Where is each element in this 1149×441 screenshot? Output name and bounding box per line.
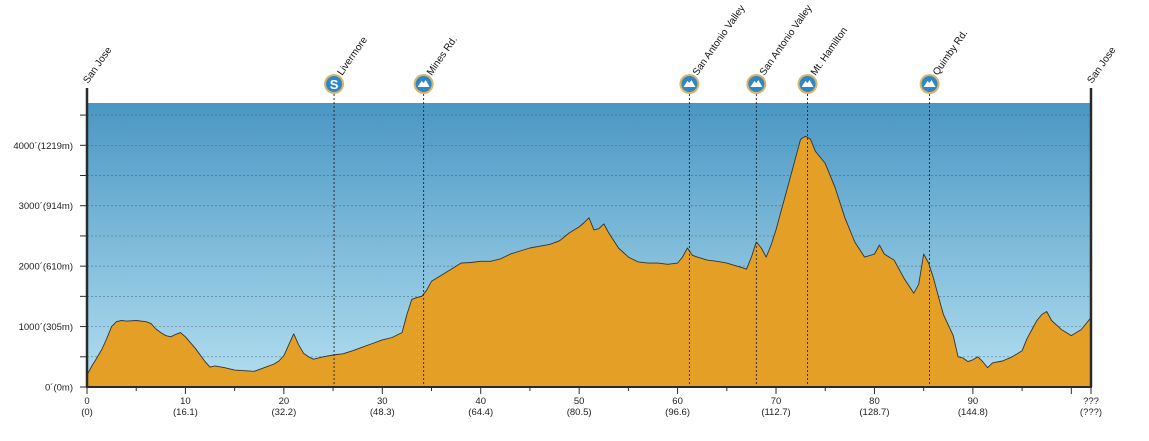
x-tick-label: 80 [869,396,880,407]
summit-badge [413,74,434,94]
marker-label: San Antonio Valley [691,3,748,77]
elevation-area [86,135,1092,388]
x-tick-label: 0 [84,396,89,407]
x-tick-label: 40 [475,396,486,407]
x-tick-label: 60 [672,396,683,407]
marker-label: Livermore [336,35,371,78]
start-letter: S [330,77,339,92]
endpoint-label: San Jose [81,45,114,86]
mountain-icon [801,80,814,87]
x-tick-label: 90 [968,396,979,407]
x-tick-sublabel: (112.7) [761,407,790,418]
x-tick-label: 50 [574,396,585,407]
x-tick-label: 20 [279,396,290,407]
x-tick-sublabel: (0) [81,407,93,418]
x-tick-sublabel: (48.3) [370,407,395,418]
x-tick-label: 30 [377,396,388,407]
mountain-icon [683,80,696,87]
summit-badge [746,74,767,94]
marker-label: Mt. Hamilton [809,25,850,77]
x-tick-sublabel: (96.6) [665,407,690,418]
summit-badge [679,74,700,94]
x-tick-label: 70 [771,396,782,407]
marker-label: San Antonio Valley [758,3,815,77]
y-tick-label: 2000´(610m) [19,262,73,273]
y-tick-label: 1000´(305m) [19,322,73,333]
x-tick-sublabel: (144.8) [958,407,988,418]
y-tick-label: 3000´(914m) [19,201,73,212]
start-badge: S [324,74,345,94]
marker-label: Quimby Rd. [931,28,970,78]
summit-badge [919,74,940,94]
mountain-icon [923,80,936,87]
marker-label: Mines Rd. [425,35,460,78]
x-tick-sublabel: (80.5) [567,407,592,418]
badge-core [326,76,343,92]
x-tick-label: ??? [1083,396,1099,407]
x-tick-sublabel: (32.2) [271,407,296,418]
mountain-icon [750,80,763,87]
y-tick-label: 0´(0m) [45,383,73,394]
axes [80,88,1093,394]
x-tick-sublabel: (???) [1080,407,1102,418]
x-tick-sublabel: (16.1) [173,407,198,418]
x-tick-sublabel: (64.4) [468,407,493,418]
mountain-icon [417,80,430,87]
x-tick-sublabel: (128.7) [859,407,889,418]
summit-badge [797,74,818,94]
endpoint-label: San Jose [1085,45,1118,86]
marker-lines [333,94,931,387]
y-tick-label: 4000´(1219m) [13,141,73,152]
x-tick-label: 10 [180,396,191,407]
